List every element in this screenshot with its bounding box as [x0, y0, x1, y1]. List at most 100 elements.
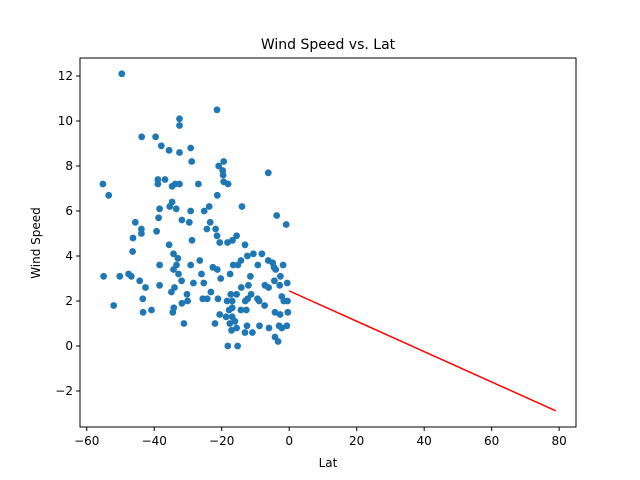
scatter-point — [276, 281, 284, 289]
scatter-point — [157, 142, 165, 150]
scatter-point — [129, 248, 137, 255]
scatter-point — [156, 261, 164, 269]
scatter-point — [220, 158, 228, 165]
scatter-point — [238, 203, 246, 210]
scatter-point — [213, 266, 221, 273]
scatter-point — [169, 308, 177, 316]
chart-title: Wind Speed vs. Lat — [261, 37, 396, 53]
scatter-point — [243, 322, 251, 330]
scatter-point — [170, 250, 177, 258]
y-tick-label: 8 — [65, 159, 73, 173]
x-axis-label: Lat — [319, 456, 338, 470]
y-tick-label: 10 — [58, 114, 73, 128]
scatter-point — [284, 308, 292, 316]
scatter-point — [234, 261, 242, 269]
scatter-point — [247, 290, 255, 298]
scatter-point — [255, 297, 263, 305]
scatter-point — [168, 288, 175, 296]
scatter-point — [242, 306, 250, 314]
scatter-point — [127, 272, 135, 280]
scatter-point — [227, 290, 235, 298]
scatter-point — [276, 311, 284, 318]
scatter-point — [213, 106, 221, 114]
scatter-point — [229, 261, 237, 269]
scatter-point — [284, 297, 291, 305]
scatter-point — [203, 295, 211, 303]
scatter-point — [165, 146, 173, 154]
scatter-point — [224, 342, 232, 350]
scatter-point — [241, 241, 249, 249]
scatter-point — [129, 234, 137, 242]
scatter-point — [225, 306, 233, 314]
scatter-point — [116, 272, 124, 280]
scatter-point — [282, 221, 290, 228]
y-tick-label: 0 — [65, 339, 73, 353]
scatter-point — [105, 191, 113, 199]
x-tick-label: 20 — [349, 434, 364, 448]
scatter-point — [223, 297, 231, 305]
scatter-point — [195, 180, 202, 188]
scatter-point — [217, 275, 225, 282]
scatter-point — [213, 191, 221, 199]
scatter-point — [277, 272, 284, 280]
scatter-point — [190, 279, 197, 287]
scatter-point — [155, 214, 163, 222]
scatter-point — [216, 239, 224, 246]
scatter-point — [229, 236, 236, 244]
scatter-point — [138, 133, 146, 141]
scatter-point — [148, 306, 155, 314]
scatter-point — [174, 254, 182, 262]
scatter-point — [142, 284, 149, 291]
regression-line — [288, 290, 557, 412]
scatter-point — [198, 270, 205, 278]
x-tick-label: 80 — [551, 434, 566, 448]
scatter-point — [265, 284, 272, 291]
scatter-point — [214, 295, 222, 303]
scatter-point — [279, 261, 287, 269]
scatter-point — [187, 261, 195, 269]
scatter-point — [176, 149, 183, 156]
scatter-point — [153, 227, 161, 235]
scatter-point — [226, 270, 234, 278]
scatter-point — [187, 144, 195, 152]
scatter-point — [254, 261, 262, 269]
scatter-point — [261, 302, 268, 309]
scatter-point — [283, 322, 291, 330]
scatter-point — [99, 180, 107, 188]
scatter-point — [172, 205, 180, 213]
scatter-point — [265, 324, 273, 332]
scatter-point — [152, 133, 160, 141]
scatter-point — [100, 272, 107, 280]
y-tick-label: 2 — [65, 294, 73, 308]
scatter-point — [170, 266, 177, 273]
scatter-point — [233, 290, 241, 298]
scatter-point — [176, 115, 183, 123]
scatter-point — [219, 171, 227, 179]
scatter-point — [178, 299, 186, 307]
scatter-point — [211, 320, 219, 327]
scatter-point — [176, 122, 183, 129]
x-tick-label: −40 — [142, 434, 167, 448]
scatter-point — [206, 218, 214, 226]
scatter-point — [185, 218, 193, 226]
y-tick-label: 6 — [65, 204, 73, 218]
scatter-point — [156, 205, 164, 213]
scatter-point — [161, 176, 169, 183]
y-axis-label: Wind Speed — [29, 207, 43, 279]
x-tick-label: 0 — [285, 434, 293, 448]
scatter-point — [139, 308, 147, 316]
scatter-point — [234, 342, 242, 350]
scatter-point — [274, 338, 282, 345]
scatter-point — [178, 277, 186, 285]
scatter-point — [212, 225, 220, 233]
scatter-point — [205, 203, 213, 210]
scatter-point — [244, 252, 251, 260]
scatter-point — [178, 216, 186, 224]
scatter-point — [222, 313, 230, 321]
scatter-point — [249, 329, 256, 336]
scatter-point — [233, 232, 241, 240]
scatter-point — [271, 277, 278, 285]
scatter-point — [207, 288, 215, 296]
scatter-point — [166, 203, 174, 210]
scatter-point — [131, 218, 139, 226]
